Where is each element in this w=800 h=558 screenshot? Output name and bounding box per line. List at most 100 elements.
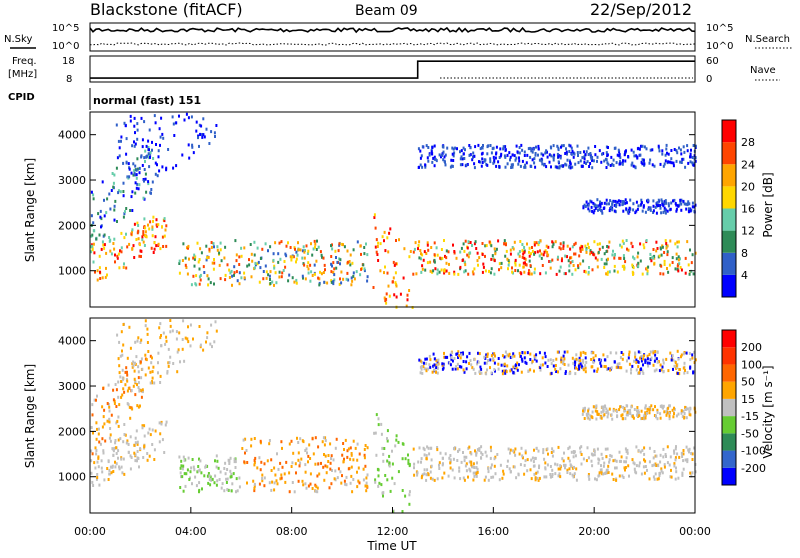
power-echo-mark [479, 147, 482, 151]
power-echo-mark [617, 148, 620, 152]
velocity-echo-mark [652, 351, 655, 355]
power-echo-mark [530, 272, 533, 276]
velocity-echo-mark [506, 353, 509, 357]
power-echo-mark [679, 200, 682, 204]
power-echo-mark [100, 247, 103, 251]
velocity-echo-mark [293, 490, 296, 494]
power-echo-mark [373, 216, 376, 219]
velocity-echo-mark [620, 351, 623, 354]
power-echo-mark [657, 144, 660, 148]
power-echo-mark [238, 282, 241, 286]
power-echo-mark [359, 244, 362, 248]
power-echo-mark [333, 267, 336, 271]
velocity-echo-mark [562, 359, 565, 363]
power-echo-mark [640, 144, 642, 148]
velocity-echo-mark [557, 474, 560, 478]
velocity-echo-mark [579, 351, 582, 355]
power-echo-mark [649, 148, 652, 152]
velocity-echo-mark [501, 372, 504, 376]
freq-tick-top: 18 [62, 56, 75, 67]
velocity-echo-mark [641, 354, 644, 358]
velocity-echo-mark [140, 338, 143, 342]
velocity-echo-mark [672, 358, 675, 362]
power-echo-mark [274, 271, 277, 275]
power-echo-mark [592, 252, 595, 256]
power-echo-mark [445, 269, 448, 273]
velocity-echo-mark [109, 427, 112, 430]
freq-panel-frame [89, 55, 696, 83]
power-echo-mark [138, 166, 141, 170]
velocity-echo-mark [637, 365, 640, 369]
power-echo-mark [605, 198, 608, 202]
velocity-echo-mark [627, 409, 630, 413]
power-echo-mark [236, 279, 239, 283]
power-echo-mark [644, 210, 647, 214]
velocity-echo-mark [374, 480, 377, 484]
velocity-echo-mark [436, 366, 439, 370]
velocity-echo-mark [446, 355, 449, 359]
power-echo-mark [452, 154, 455, 158]
power-echo-mark [417, 247, 419, 251]
velocity-echo-mark [128, 405, 131, 409]
power-echo-mark [557, 146, 560, 150]
power-echo-mark [619, 256, 622, 260]
power-echo-mark [224, 273, 227, 277]
power-echo-mark [459, 150, 461, 154]
velocity-echo-mark [582, 457, 585, 461]
power-echo-mark [418, 165, 420, 169]
velocity-echo-mark [480, 445, 483, 449]
velocity-echo-mark [519, 354, 522, 358]
freq-tick-bottom: 8 [66, 74, 72, 85]
power-echo-mark [481, 151, 484, 155]
velocity-echo-mark [661, 405, 663, 409]
velocity-echo-mark [373, 431, 376, 435]
power-echo-mark [652, 209, 655, 213]
velocity-echo-mark [304, 463, 307, 467]
velocity-echo-mark [596, 447, 599, 451]
power-echo-mark [664, 199, 667, 203]
power-echo-mark [318, 283, 321, 287]
velocity-echo-mark [615, 351, 618, 355]
power-echo-mark [134, 181, 137, 185]
power-echo-mark [555, 165, 558, 169]
power-echo-mark [609, 164, 612, 167]
velocity-echo-mark [186, 468, 189, 472]
velocity-echo-mark [549, 465, 552, 468]
velocity-echo-mark [151, 376, 154, 380]
power-echo-mark [289, 255, 292, 259]
power-echo-mark [598, 242, 601, 246]
power-echo-mark [190, 283, 193, 287]
velocity-echo-mark [629, 411, 632, 415]
velocity-echo-mark [567, 363, 570, 367]
velocity-echo-mark [97, 432, 100, 436]
power-echo-mark [596, 198, 599, 202]
velocity-echo-mark [668, 412, 671, 416]
velocity-echo-mark [356, 458, 359, 462]
velocity-echo-mark [529, 368, 532, 372]
power-echo-mark [408, 289, 411, 292]
velocity-echo-mark [541, 363, 544, 367]
velocity-echo-mark [308, 443, 311, 447]
power-echo-mark [383, 296, 386, 300]
power-echo-mark [443, 269, 446, 273]
power-echo-mark [680, 268, 683, 272]
power-echo-mark [99, 215, 102, 219]
power-echo-mark [186, 272, 189, 276]
velocity-echo-mark [206, 331, 209, 335]
power-echo-mark [120, 135, 123, 139]
velocity-echo-mark [530, 477, 533, 481]
velocity-echo-mark [442, 362, 445, 366]
velocity-echo-mark [487, 478, 490, 482]
velocity-echo-mark [468, 445, 471, 449]
power-echo-mark [112, 185, 115, 189]
power-echo-mark [584, 205, 587, 208]
velocity-echo-mark [151, 428, 154, 432]
velocity-echo-mark [659, 404, 662, 408]
power-echo-mark [188, 156, 191, 160]
velocity-echo-mark [96, 473, 99, 476]
power-echo-mark [157, 223, 160, 227]
velocity-echo-mark [334, 446, 337, 450]
power-echo-mark [240, 254, 243, 258]
velocity-echo-mark [299, 461, 302, 465]
